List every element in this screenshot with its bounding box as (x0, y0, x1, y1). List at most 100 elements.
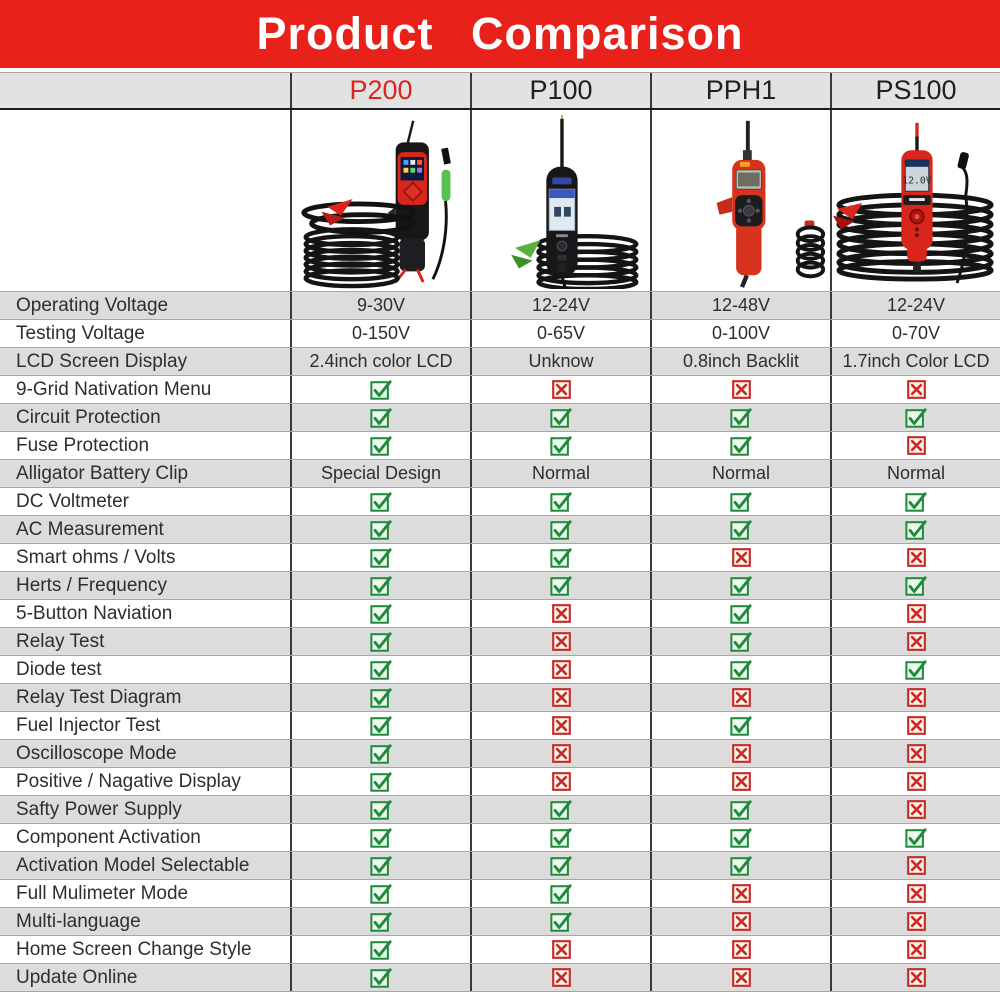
feature-unsupported-cell (830, 796, 1000, 823)
check-icon (905, 519, 927, 540)
feature-supported-cell (470, 404, 650, 431)
product-image-pph1 (650, 110, 830, 291)
cross-icon (731, 744, 751, 763)
check-icon (370, 687, 392, 708)
cross-icon (551, 716, 571, 735)
check-icon (550, 407, 572, 428)
feature-label: 9-Grid Nativation Menu (16, 378, 212, 400)
feature-supported-cell (470, 544, 650, 571)
feature-unsupported-cell (830, 740, 1000, 767)
feature-supported-cell (650, 628, 830, 655)
feature-label: Fuel Injector Test (16, 714, 161, 736)
feature-value: 0.8inch Backlit (650, 348, 830, 375)
feature-supported-cell (830, 404, 1000, 431)
feature-value: 12-48V (650, 292, 830, 319)
feature-unsupported-cell (830, 880, 1000, 907)
feature-unsupported-cell (650, 908, 830, 935)
check-icon (370, 827, 392, 848)
header-feature-cell (0, 73, 290, 108)
feature-value: Unknow (470, 348, 650, 375)
check-icon (550, 491, 572, 512)
feature-supported-cell (650, 712, 830, 739)
check-icon (730, 799, 752, 820)
p200-tester-illustration (301, 120, 451, 289)
cross-icon (906, 940, 926, 959)
cross-icon (731, 912, 751, 931)
cross-icon (731, 380, 751, 399)
column-header-p100: P100 (470, 73, 650, 108)
check-icon (730, 491, 752, 512)
table-row: Herts / Frequency (0, 572, 1000, 600)
feature-unsupported-cell (650, 740, 830, 767)
check-icon (905, 827, 927, 848)
feature-label: Diode test (16, 658, 102, 680)
table-row: Home Screen Change Style (0, 936, 1000, 964)
feature-supported-cell (290, 880, 470, 907)
feature-value: 12-24V (470, 292, 650, 319)
feature-unsupported-cell (470, 964, 650, 991)
cross-icon (731, 884, 751, 903)
check-icon (370, 575, 392, 596)
feature-unsupported-cell (830, 712, 1000, 739)
feature-supported-cell (830, 488, 1000, 515)
feature-value: 12-24V (830, 292, 1000, 319)
title-banner: Product Comparison (0, 0, 1000, 68)
table-row: Update Online (0, 964, 1000, 992)
feature-label: Oscilloscope Mode (16, 742, 177, 764)
feature-unsupported-cell (830, 376, 1000, 403)
check-icon (730, 631, 752, 652)
check-icon (550, 827, 572, 848)
cross-icon (551, 772, 571, 791)
feature-unsupported-cell (470, 936, 650, 963)
feature-supported-cell (290, 572, 470, 599)
feature-supported-cell (290, 936, 470, 963)
table-row: Operating Voltage 9-30V 12-24V 12-48V 12-24V (0, 292, 1000, 320)
table-row: Activation Model Selectable (0, 852, 1000, 880)
feature-supported-cell (470, 516, 650, 543)
column-header-p200: P200 (290, 73, 470, 108)
check-icon (370, 407, 392, 428)
feature-supported-cell (290, 964, 470, 991)
feature-supported-cell (650, 824, 830, 851)
cross-icon (551, 632, 571, 651)
feature-supported-cell (470, 824, 650, 851)
check-icon (370, 855, 392, 876)
feature-label: Activation Model Selectable (16, 854, 250, 876)
comparison-table-body: Operating Voltage 9-30V 12-24V 12-48V 12-24V… (0, 292, 1000, 992)
feature-label: Alligator Battery Clip (16, 462, 189, 484)
cross-icon (551, 604, 571, 623)
table-row: Diode test (0, 656, 1000, 684)
table-row: Relay Test (0, 628, 1000, 656)
check-icon (550, 519, 572, 540)
table-row: DC Voltmeter (0, 488, 1000, 516)
feature-supported-cell (290, 824, 470, 851)
feature-unsupported-cell (830, 544, 1000, 571)
feature-unsupported-cell (470, 712, 650, 739)
feature-supported-cell (470, 432, 650, 459)
table-row: LCD Screen Display 2.4inch color LCD Unkno… (0, 348, 1000, 376)
table-row: Smart ohms / Volts (0, 544, 1000, 572)
feature-label: Full Mulimeter Mode (16, 882, 189, 904)
empty-image-cell (0, 110, 290, 291)
table-header-row: P200 P100 PPH1 PS100 (0, 72, 1000, 110)
cross-icon (906, 968, 926, 987)
check-icon (370, 603, 392, 624)
ps100-tester-illustration: 12.0V (833, 122, 994, 284)
page-title: Product Comparison (256, 8, 744, 59)
feature-unsupported-cell (830, 684, 1000, 711)
feature-supported-cell (290, 712, 470, 739)
feature-label: LCD Screen Display (16, 350, 188, 372)
feature-label: Component Activation (16, 826, 201, 848)
check-icon (730, 435, 752, 456)
feature-value: Normal (830, 460, 1000, 487)
feature-unsupported-cell (650, 768, 830, 795)
check-icon (370, 491, 392, 512)
feature-supported-cell (650, 796, 830, 823)
cross-icon (731, 548, 751, 567)
cross-icon (551, 968, 571, 987)
feature-unsupported-cell (470, 656, 650, 683)
check-icon (550, 547, 572, 568)
check-icon (905, 659, 927, 680)
check-icon (370, 939, 392, 960)
feature-supported-cell (290, 600, 470, 627)
